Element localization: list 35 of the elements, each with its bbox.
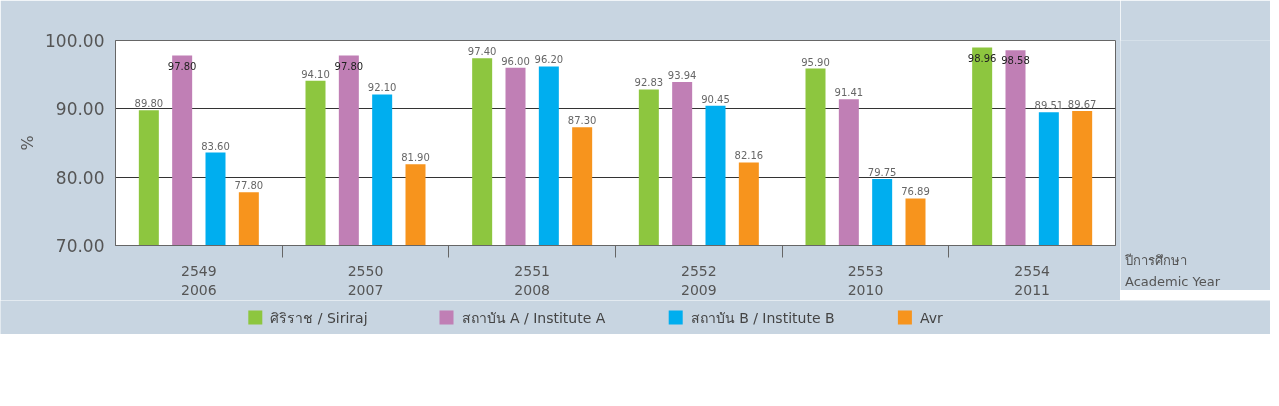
data-label: 96.20 <box>534 54 564 66</box>
data-label: 82.16 <box>734 150 764 162</box>
x-tick-label: 2549 2006 <box>181 262 217 298</box>
x-tick-label: 2552 2009 <box>681 262 717 298</box>
x-tick-label: 2551 2008 <box>514 262 550 298</box>
legend-label: ศิริราช / Siriraj <box>270 309 368 326</box>
legend-label: สถาบัน A / Institute A <box>461 309 606 326</box>
data-label: 96.00 <box>501 55 530 67</box>
data-label: 76.89 <box>901 186 930 198</box>
data-label: 93.94 <box>667 69 697 81</box>
data-label: 94.10 <box>301 68 330 80</box>
y-tick-label: 70.00 <box>55 236 105 256</box>
y-tick-label: 90.00 <box>55 99 105 120</box>
data-label: 90.45 <box>701 93 730 105</box>
data-label: 89.67 <box>1067 99 1097 111</box>
y-tick-label: 100.00 <box>45 31 105 51</box>
data-label: 77.80 <box>234 180 264 192</box>
y-axis-title: % <box>18 135 38 151</box>
data-label: 83.60 <box>201 140 230 152</box>
data-label: 89.80 <box>134 98 164 110</box>
x-axis-title: ปีการศึกษา Academic Year <box>1124 252 1221 290</box>
data-label: 97.40 <box>467 46 497 58</box>
data-label: 95.90 <box>801 56 830 68</box>
x-tick-label: 2553 2010 <box>847 262 884 298</box>
data-label: 92.83 <box>634 77 664 89</box>
data-label: 92.10 <box>367 82 397 94</box>
data-label: 87.30 <box>567 115 597 127</box>
legend-label: Avr <box>919 309 943 326</box>
y-tick-label: 80.00 <box>55 167 105 188</box>
x-tick-label: 2550 2007 <box>347 262 384 298</box>
legend-label: สถาบัน B / Institute B <box>690 309 835 326</box>
x-tick-label: 2554 2011 <box>1014 262 1051 298</box>
data-label: 81.90 <box>401 152 430 164</box>
data-label: 91.41 <box>834 87 864 99</box>
data-label: 79.75 <box>867 166 897 178</box>
